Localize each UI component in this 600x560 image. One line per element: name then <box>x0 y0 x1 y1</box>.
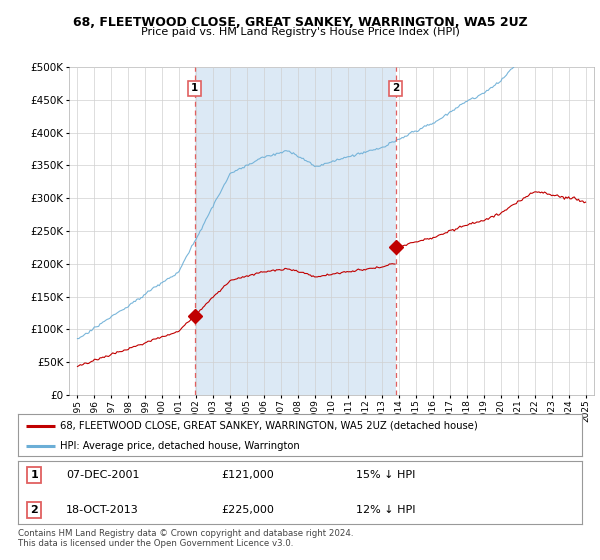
Text: HPI: Average price, detached house, Warrington: HPI: Average price, detached house, Warr… <box>60 441 300 451</box>
Text: £121,000: £121,000 <box>221 470 274 480</box>
Bar <box>194 67 396 395</box>
Text: 18-OCT-2013: 18-OCT-2013 <box>66 505 139 515</box>
Text: 15% ↓ HPI: 15% ↓ HPI <box>356 470 416 480</box>
Text: 68, FLEETWOOD CLOSE, GREAT SANKEY, WARRINGTON, WA5 2UZ: 68, FLEETWOOD CLOSE, GREAT SANKEY, WARRI… <box>73 16 527 29</box>
Text: 68, FLEETWOOD CLOSE, GREAT SANKEY, WARRINGTON, WA5 2UZ (detached house): 68, FLEETWOOD CLOSE, GREAT SANKEY, WARRI… <box>60 421 478 431</box>
Text: £225,000: £225,000 <box>221 505 274 515</box>
Text: 1: 1 <box>31 470 38 480</box>
Text: 1: 1 <box>191 83 198 93</box>
Text: 12% ↓ HPI: 12% ↓ HPI <box>356 505 416 515</box>
Text: Price paid vs. HM Land Registry's House Price Index (HPI): Price paid vs. HM Land Registry's House … <box>140 27 460 37</box>
Text: 2: 2 <box>392 83 400 93</box>
Text: Contains HM Land Registry data © Crown copyright and database right 2024.
This d: Contains HM Land Registry data © Crown c… <box>18 529 353 548</box>
Text: 2: 2 <box>31 505 38 515</box>
Text: 07-DEC-2001: 07-DEC-2001 <box>66 470 139 480</box>
